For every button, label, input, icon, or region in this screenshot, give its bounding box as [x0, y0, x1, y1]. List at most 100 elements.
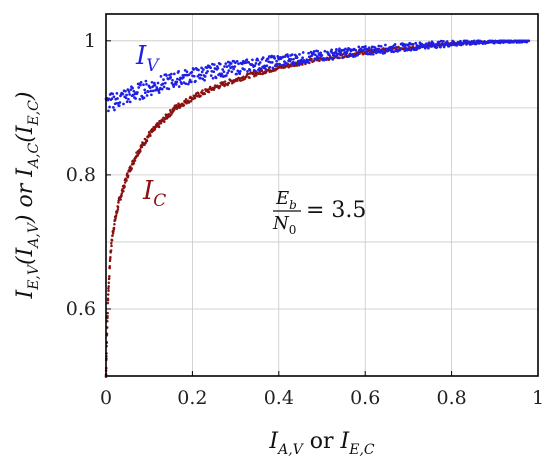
- data-point-i-v: [379, 44, 383, 48]
- data-point-i-v: [180, 82, 183, 86]
- data-point-i-v: [390, 48, 394, 51]
- data-point-i-c: [107, 277, 111, 280]
- data-point-i-v: [307, 51, 310, 55]
- data-point-i-v: [348, 52, 352, 56]
- data-point-i-v: [150, 93, 153, 97]
- data-point-i-c: [111, 231, 115, 235]
- data-point-i-v: [216, 67, 220, 70]
- data-point-i-c: [223, 84, 226, 88]
- data-point-i-c: [157, 125, 161, 129]
- data-point-i-c: [117, 201, 120, 204]
- data-point-i-c: [218, 84, 222, 88]
- data-point-i-c: [289, 64, 293, 68]
- data-point-i-c: [145, 139, 149, 143]
- data-point-i-v: [301, 56, 304, 60]
- data-point-i-v: [171, 78, 174, 82]
- data-point-i-v: [336, 52, 340, 56]
- data-point-i-v: [383, 51, 387, 55]
- data-point-i-v: [527, 39, 531, 43]
- data-point-i-v: [200, 70, 204, 74]
- data-point-i-v: [285, 62, 289, 65]
- data-point-i-v: [316, 56, 320, 60]
- data-point-i-v: [139, 81, 143, 84]
- data-point-i-v: [256, 58, 260, 62]
- data-point-i-v: [329, 56, 332, 60]
- data-point-i-c: [163, 120, 166, 123]
- data-point-i-v: [143, 88, 147, 92]
- data-point-i-v: [248, 68, 252, 72]
- data-point-i-c: [397, 45, 400, 49]
- data-point-i-v: [206, 69, 209, 73]
- data-point-i-v: [186, 82, 190, 86]
- data-point-i-c: [107, 287, 110, 290]
- data-point-i-v: [371, 52, 375, 56]
- data-point-i-v: [185, 70, 189, 74]
- data-point-i-v: [107, 109, 110, 113]
- data-point-i-v: [190, 70, 194, 74]
- data-point-i-c: [168, 114, 172, 118]
- data-point-i-c: [248, 76, 251, 80]
- data-point-i-v: [245, 58, 249, 62]
- data-point-i-v: [246, 69, 249, 73]
- data-point-i-v: [264, 67, 268, 71]
- data-point-i-v: [379, 51, 382, 54]
- data-point-i-v: [344, 53, 348, 57]
- svg-text:= 3.5: = 3.5: [306, 198, 366, 223]
- data-point-i-v: [230, 70, 234, 74]
- data-point-i-v: [145, 82, 148, 86]
- data-point-i-c: [259, 72, 262, 76]
- data-point-i-v: [125, 93, 128, 97]
- data-point-i-v: [115, 92, 119, 95]
- data-point-i-v: [374, 47, 378, 51]
- data-point-i-v: [316, 49, 320, 53]
- data-point-i-v: [333, 55, 337, 59]
- data-point-i-v: [223, 65, 226, 68]
- data-point-i-v: [198, 76, 202, 80]
- data-point-i-c: [114, 214, 118, 217]
- data-point-i-c: [236, 79, 239, 82]
- data-point-i-v: [226, 71, 229, 75]
- data-point-i-v: [327, 53, 331, 56]
- data-point-i-c: [120, 192, 124, 195]
- data-point-i-v: [221, 68, 225, 71]
- data-point-i-v: [391, 45, 395, 48]
- data-point-i-c: [257, 72, 260, 75]
- data-point-i-v: [472, 39, 476, 43]
- data-point-i-c: [116, 207, 120, 211]
- data-point-i-v: [199, 73, 203, 77]
- plot-frame: [105, 13, 539, 377]
- data-point-i-c: [130, 167, 133, 170]
- data-point-i-c: [251, 72, 255, 76]
- x-ticks: 0 0.2 0.4 0.6 0.8 1: [100, 371, 544, 409]
- data-point-i-c: [110, 241, 113, 245]
- data-point-i-c: [159, 121, 163, 125]
- data-point-i-v: [334, 50, 338, 54]
- data-point-i-v: [118, 101, 122, 104]
- data-point-i-c: [112, 229, 115, 233]
- data-point-i-v: [178, 78, 182, 82]
- data-point-i-v: [290, 53, 294, 56]
- data-point-i-c: [108, 266, 111, 270]
- data-point-i-v: [282, 63, 286, 67]
- data-point-i-v: [108, 105, 111, 109]
- data-point-i-v: [273, 57, 277, 60]
- data-point-i-c: [338, 56, 341, 60]
- data-point-i-v: [203, 75, 207, 78]
- data-point-i-v: [229, 62, 233, 65]
- data-point-i-v: [364, 45, 367, 48]
- data-point-i-v: [214, 76, 218, 80]
- data-point-i-v: [167, 87, 171, 91]
- x-tick-label: 1: [532, 387, 544, 409]
- data-point-i-v: [142, 96, 146, 100]
- data-point-i-c: [175, 103, 178, 107]
- data-point-i-v: [151, 89, 155, 93]
- data-point-i-c: [125, 179, 128, 182]
- data-point-i-v: [175, 80, 179, 84]
- data-point-i-v: [295, 56, 299, 59]
- data-point-i-c: [140, 145, 144, 149]
- data-point-i-v: [384, 43, 387, 47]
- data-point-i-v: [414, 41, 418, 45]
- data-point-i-v: [192, 68, 196, 71]
- data-point-i-v: [462, 41, 465, 45]
- data-point-i-v: [157, 91, 161, 94]
